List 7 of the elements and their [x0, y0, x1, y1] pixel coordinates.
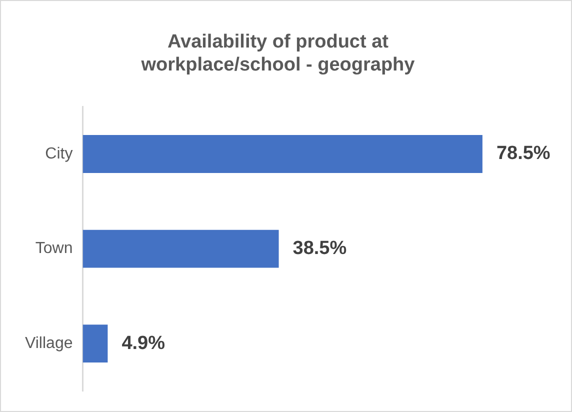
data-label: 38.5% [292, 238, 347, 260]
chart-title: Availability of product at workplace/school - geography [140, 32, 416, 76]
data-label: 4.9% [122, 332, 166, 354]
y-tick-label: City [45, 145, 73, 162]
y-tick-label: Town [35, 240, 73, 258]
data-label: 78.5% [496, 143, 550, 164]
y-tick-label: Village [24, 335, 73, 352]
